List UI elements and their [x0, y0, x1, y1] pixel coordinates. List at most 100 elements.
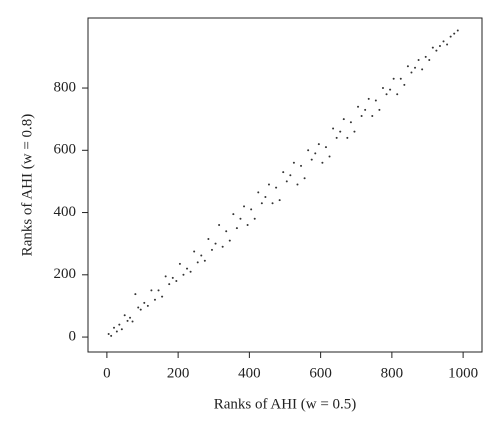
- point: [349, 121, 352, 124]
- point: [278, 199, 281, 202]
- point: [253, 217, 256, 220]
- point: [267, 183, 270, 186]
- point: [332, 127, 335, 130]
- point: [143, 301, 146, 304]
- point: [406, 65, 409, 68]
- point: [178, 262, 181, 265]
- point: [200, 254, 203, 257]
- point: [303, 177, 306, 180]
- point: [210, 248, 213, 251]
- point: [221, 245, 224, 248]
- point: [292, 161, 295, 164]
- x-tick-label: 400: [238, 365, 261, 381]
- point: [113, 326, 116, 329]
- point: [228, 239, 231, 242]
- point: [186, 267, 189, 270]
- point: [246, 223, 249, 226]
- point: [328, 155, 331, 158]
- point: [417, 59, 420, 62]
- point: [296, 183, 299, 186]
- point: [374, 99, 377, 102]
- y-tick-label: 800: [54, 79, 77, 95]
- point: [196, 261, 199, 264]
- point: [307, 149, 310, 152]
- x-tick-label: 1000: [448, 365, 478, 381]
- point: [161, 295, 164, 298]
- point: [110, 334, 113, 337]
- point: [446, 43, 449, 46]
- point: [300, 164, 303, 167]
- point: [232, 213, 235, 216]
- point: [381, 87, 384, 90]
- point: [153, 298, 156, 301]
- point: [389, 88, 392, 91]
- point: [131, 320, 134, 323]
- point: [207, 238, 210, 241]
- point: [403, 83, 406, 86]
- point: [360, 115, 363, 118]
- point: [257, 191, 260, 194]
- point: [123, 314, 126, 317]
- point: [164, 275, 167, 278]
- x-tick-label: 0: [103, 365, 111, 381]
- point: [346, 136, 349, 139]
- point: [339, 130, 342, 133]
- point: [324, 146, 327, 149]
- point: [126, 319, 129, 322]
- point: [357, 105, 360, 108]
- y-tick-label: 400: [54, 204, 77, 220]
- point: [392, 77, 395, 80]
- x-tick-label: 200: [167, 365, 190, 381]
- point: [175, 280, 178, 283]
- point: [314, 152, 317, 155]
- point: [456, 29, 459, 32]
- point: [275, 186, 278, 189]
- point: [225, 230, 228, 233]
- point: [182, 273, 185, 276]
- point: [189, 270, 192, 273]
- point: [168, 283, 171, 286]
- point: [129, 316, 132, 319]
- x-tick-label: 600: [309, 365, 332, 381]
- point: [115, 330, 118, 333]
- point: [243, 205, 246, 208]
- x-tick-label: 800: [381, 365, 404, 381]
- point: [107, 332, 110, 335]
- point: [285, 180, 288, 183]
- plot-frame: [87, 17, 483, 353]
- point: [139, 308, 142, 311]
- x-axis-label: Ranks of AHI (w = 0.5): [214, 396, 357, 412]
- point: [310, 158, 313, 161]
- point: [414, 66, 417, 69]
- point: [264, 195, 267, 198]
- y-tick-label: 600: [54, 142, 77, 158]
- point: [250, 208, 253, 211]
- point: [371, 115, 374, 118]
- y-tick-label: 0: [69, 328, 77, 344]
- point: [214, 242, 217, 245]
- point: [353, 130, 356, 133]
- point: [453, 32, 456, 35]
- point: [410, 71, 413, 74]
- point: [137, 306, 140, 309]
- point: [385, 93, 388, 96]
- point: [203, 259, 206, 262]
- point: [317, 143, 320, 146]
- point: [171, 276, 174, 279]
- point: [399, 77, 402, 80]
- point: [321, 161, 324, 164]
- point: [424, 55, 427, 58]
- point: [239, 217, 242, 220]
- point: [428, 59, 431, 62]
- point: [235, 227, 238, 230]
- y-axis-label: Ranks of AHI (w = 0.8): [19, 114, 35, 257]
- point: [118, 323, 121, 326]
- point: [157, 289, 160, 292]
- y-tick-label: 200: [54, 266, 77, 282]
- point: [260, 202, 263, 205]
- point: [438, 45, 441, 48]
- point: [134, 293, 137, 296]
- point: [289, 174, 292, 177]
- point: [364, 108, 367, 111]
